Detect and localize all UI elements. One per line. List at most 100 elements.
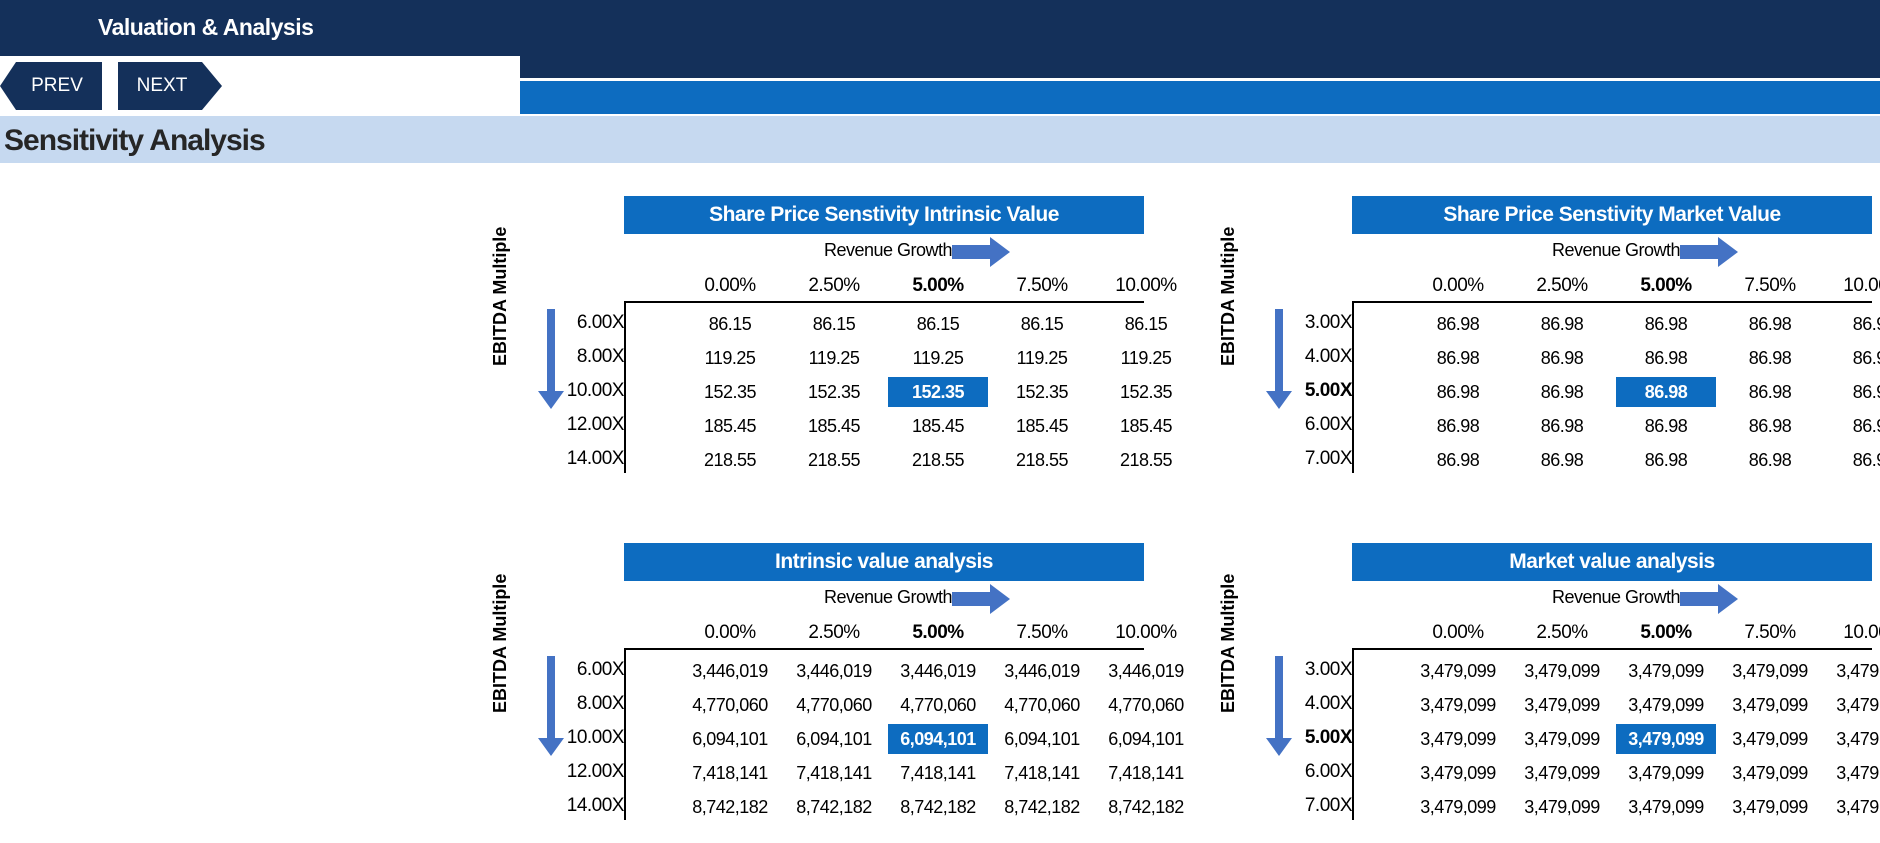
table-cell[interactable]: 3,446,019 — [900, 661, 976, 681]
table-cell[interactable]: 119.25 — [808, 348, 860, 368]
table-cell[interactable]: 3,479,099 — [1628, 695, 1704, 715]
table-cell[interactable]: 152.35 — [1119, 382, 1173, 402]
table-cell[interactable]: 3,446,019 — [692, 661, 768, 681]
table-cell[interactable]: 8,742,182 — [796, 797, 872, 817]
table-cell[interactable]: 86.98 — [1852, 450, 1880, 470]
table-cell[interactable]: 4,770,060 — [796, 695, 872, 715]
selected-cell[interactable]: 3,479,099 — [1616, 724, 1716, 754]
table-cell[interactable]: 86.98 — [1540, 416, 1584, 436]
table-cell[interactable]: 3,479,099 — [1836, 797, 1880, 817]
table-cell[interactable]: 3,479,099 — [1420, 661, 1496, 681]
table-cell[interactable]: 7,418,141 — [1004, 763, 1080, 783]
table-cell[interactable]: 3,479,099 — [1524, 729, 1600, 749]
table-cell[interactable]: 218.55 — [1015, 450, 1069, 470]
table-cell[interactable]: 3,479,099 — [1732, 729, 1808, 749]
table-cell[interactable]: 86.98 — [1436, 314, 1480, 334]
table-cell[interactable]: 86.98 — [1748, 416, 1792, 436]
table-cell[interactable]: 86.98 — [1748, 348, 1792, 368]
table-cell[interactable]: 152.35 — [807, 382, 861, 402]
table-cell[interactable]: 3,479,099 — [1628, 763, 1704, 783]
prev-button[interactable]: PREV — [0, 62, 102, 110]
table-cell[interactable]: 86.15 — [1020, 314, 1064, 334]
table-cell[interactable]: 119.25 — [704, 348, 756, 368]
table-cell[interactable]: 86.98 — [1852, 348, 1880, 368]
table-cell[interactable]: 7,418,141 — [1108, 763, 1184, 783]
table-cell[interactable]: 4,770,060 — [900, 695, 976, 715]
table-cell[interactable]: 3,479,099 — [1420, 729, 1496, 749]
table-cell[interactable]: 185.45 — [1015, 416, 1069, 436]
table-cell[interactable]: 3,479,099 — [1524, 695, 1600, 715]
table-cell[interactable]: 86.15 — [916, 314, 960, 334]
table-cell[interactable]: 3,479,099 — [1836, 695, 1880, 715]
table-cell[interactable]: 119.25 — [912, 348, 964, 368]
table-cell[interactable]: 86.15 — [708, 314, 752, 334]
table-cell[interactable]: 86.98 — [1852, 416, 1880, 436]
table-cell[interactable]: 3,479,099 — [1420, 763, 1496, 783]
table-cell[interactable]: 3,446,019 — [1108, 661, 1184, 681]
table-cell[interactable]: 86.98 — [1644, 416, 1688, 436]
table-cell[interactable]: 218.55 — [1119, 450, 1173, 470]
table-cell[interactable]: 6,094,101 — [796, 729, 872, 749]
table-cell[interactable]: 86.98 — [1540, 382, 1584, 402]
table-cell[interactable]: 185.45 — [807, 416, 861, 436]
table-cell[interactable]: 119.25 — [1016, 348, 1068, 368]
table-cell[interactable]: 185.45 — [911, 416, 965, 436]
table-cell[interactable]: 86.98 — [1748, 450, 1792, 470]
table-cell[interactable]: 86.98 — [1644, 450, 1688, 470]
table-cell[interactable]: 86.98 — [1436, 416, 1480, 436]
table-cell[interactable]: 8,742,182 — [1004, 797, 1080, 817]
table-cell[interactable]: 86.98 — [1748, 382, 1792, 402]
table-cell[interactable]: 218.55 — [911, 450, 965, 470]
table-cell[interactable]: 7,418,141 — [692, 763, 768, 783]
table-cell[interactable]: 4,770,060 — [692, 695, 768, 715]
table-cell[interactable]: 3,479,099 — [1732, 763, 1808, 783]
table-cell[interactable]: 8,742,182 — [900, 797, 976, 817]
table-cell[interactable]: 86.98 — [1748, 314, 1792, 334]
table-cell[interactable]: 3,479,099 — [1524, 763, 1600, 783]
table-cell[interactable]: 3,479,099 — [1524, 661, 1600, 681]
table-cell[interactable]: 3,479,099 — [1836, 763, 1880, 783]
table-cell[interactable]: 86.98 — [1852, 382, 1880, 402]
table-cell[interactable]: 8,742,182 — [1108, 797, 1184, 817]
table-cell[interactable]: 86.98 — [1644, 348, 1688, 368]
table-cell[interactable]: 8,742,182 — [692, 797, 768, 817]
table-cell[interactable]: 7,418,141 — [900, 763, 976, 783]
table-cell[interactable]: 152.35 — [1015, 382, 1069, 402]
table-cell[interactable]: 218.55 — [807, 450, 861, 470]
table-cell[interactable]: 86.98 — [1436, 382, 1480, 402]
table-cell[interactable]: 86.98 — [1540, 348, 1584, 368]
table-cell[interactable]: 152.35 — [703, 382, 757, 402]
table-cell[interactable]: 119.25 — [1120, 348, 1172, 368]
table-cell[interactable]: 3,479,099 — [1420, 695, 1496, 715]
table-cell[interactable]: 4,770,060 — [1004, 695, 1080, 715]
table-cell[interactable]: 6,094,101 — [1004, 729, 1080, 749]
table-cell[interactable]: 86.98 — [1852, 314, 1880, 334]
table-cell[interactable]: 185.45 — [703, 416, 757, 436]
table-cell[interactable]: 4,770,060 — [1108, 695, 1184, 715]
table-cell[interactable]: 86.15 — [812, 314, 856, 334]
table-cell[interactable]: 3,479,099 — [1628, 661, 1704, 681]
table-cell[interactable]: 185.45 — [1119, 416, 1173, 436]
table-cell[interactable]: 3,479,099 — [1628, 797, 1704, 817]
table-cell[interactable]: 86.98 — [1436, 450, 1480, 470]
table-cell[interactable]: 86.98 — [1540, 450, 1584, 470]
table-cell[interactable]: 6,094,101 — [692, 729, 768, 749]
selected-cell[interactable]: 6,094,101 — [888, 724, 988, 754]
table-cell[interactable]: 3,479,099 — [1732, 797, 1808, 817]
table-cell[interactable]: 3,479,099 — [1836, 661, 1880, 681]
table-cell[interactable]: 3,479,099 — [1732, 661, 1808, 681]
selected-cell[interactable]: 152.35 — [888, 377, 988, 407]
table-cell[interactable]: 86.98 — [1540, 314, 1584, 334]
table-cell[interactable]: 86.98 — [1436, 348, 1480, 368]
next-button[interactable]: NEXT — [118, 62, 222, 110]
table-cell[interactable]: 86.15 — [1124, 314, 1168, 334]
table-cell[interactable]: 218.55 — [703, 450, 757, 470]
table-cell[interactable]: 86.98 — [1644, 314, 1688, 334]
selected-cell[interactable]: 86.98 — [1616, 377, 1716, 407]
table-cell[interactable]: 3,479,099 — [1732, 695, 1808, 715]
table-cell[interactable]: 6,094,101 — [1108, 729, 1184, 749]
table-cell[interactable]: 3,446,019 — [1004, 661, 1080, 681]
table-cell[interactable]: 3,446,019 — [796, 661, 872, 681]
table-cell[interactable]: 3,479,099 — [1836, 729, 1880, 749]
table-cell[interactable]: 7,418,141 — [796, 763, 872, 783]
